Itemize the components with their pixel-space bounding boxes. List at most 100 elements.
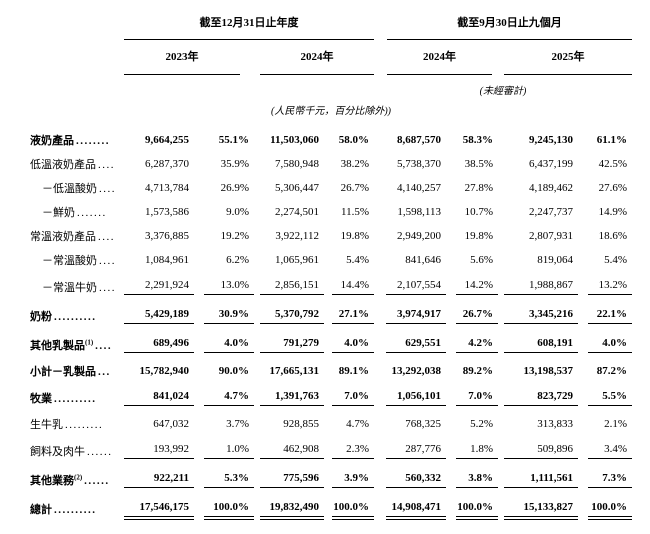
pct-cell: 100.0% xyxy=(578,494,632,523)
value-cell: 1,598,113 xyxy=(374,200,446,224)
row-label-text: 牧業 xyxy=(30,392,52,405)
pct-text: 100.0% xyxy=(456,501,498,520)
pct-text: 35.9% xyxy=(220,158,249,170)
pct-text: 3.8% xyxy=(456,472,498,488)
row-label: 小計－乳製品... xyxy=(30,359,120,383)
pct-text: 58.3% xyxy=(462,134,493,146)
pct-cell: 18.6% xyxy=(578,224,632,248)
pct-text: 2.1% xyxy=(604,418,627,430)
dot-leader: .... xyxy=(98,231,115,243)
row-label: －常溫酸奶.... xyxy=(30,248,120,272)
pct-text: 55.1% xyxy=(218,134,249,146)
pct-cell: 58.0% xyxy=(324,128,374,152)
value-cell: 3,376,885 xyxy=(120,224,194,248)
pct-cell: 26.7% xyxy=(324,176,374,200)
unit-note-row: (人民幣千元，百分比除外)) xyxy=(30,97,632,128)
pct-cell: 5.2% xyxy=(446,412,498,436)
pct-cell: 26.9% xyxy=(194,176,254,200)
row-label: 奶粉.......... xyxy=(30,301,120,330)
value-cell: 608,191 xyxy=(498,330,578,359)
pct-text: 5.6% xyxy=(470,254,493,266)
pct-cell: 87.2% xyxy=(578,359,632,383)
value-cell: 1,573,586 xyxy=(120,200,194,224)
value-text: 3,974,917 xyxy=(386,308,446,324)
table-row: 小計－乳製品... 15,782,940 90.0% 17,665,131 89.1% 1… xyxy=(30,359,632,383)
pct-text: 13.2% xyxy=(588,279,632,295)
value-cell: 560,332 xyxy=(374,465,446,494)
value-text: 689,496 xyxy=(124,337,194,353)
value-text: 13,292,038 xyxy=(391,365,442,377)
pct-text: 4.2% xyxy=(456,337,498,353)
value-text: 4,713,784 xyxy=(145,182,189,194)
value-cell: 647,032 xyxy=(120,412,194,436)
value-text: 2,856,151 xyxy=(260,279,324,295)
table-row: 低溫液奶產品.... 6,287,370 35.9% 7,580,948 38.2% 5,… xyxy=(30,152,632,176)
value-cell: 5,429,189 xyxy=(120,301,194,330)
pct-text: 3.4% xyxy=(588,443,632,459)
dot-leader: ... xyxy=(98,366,111,378)
pct-text: 19.2% xyxy=(220,230,249,242)
pct-text: 38.5% xyxy=(464,158,493,170)
row-label: 飼料及肉牛...... xyxy=(30,436,120,465)
dot-leader: .......... xyxy=(54,503,97,516)
table-row: 牧業.......... 841,024 4.7% 1,391,763 7.0% 1,05… xyxy=(30,383,632,412)
value-cell: 14,908,471 xyxy=(374,494,446,523)
value-cell: 313,833 xyxy=(498,412,578,436)
value-text: 287,776 xyxy=(386,443,446,459)
pct-text: 4.0% xyxy=(332,337,374,353)
col-header-fy2024: 2024年 xyxy=(254,40,374,75)
value-cell: 3,345,216 xyxy=(498,301,578,330)
row-label-text: －常溫牛奶 xyxy=(42,281,97,294)
pct-text: 7.3% xyxy=(588,472,632,488)
value-text: 823,729 xyxy=(504,390,578,406)
pct-cell: 26.7% xyxy=(446,301,498,330)
pct-text: 5.5% xyxy=(588,390,632,406)
table-row: 奶粉.......... 5,429,189 30.9% 5,370,792 27.1%… xyxy=(30,301,632,330)
pct-text: 100.0% xyxy=(332,501,374,520)
row-label-text: 總計 xyxy=(30,503,52,516)
value-text: 928,855 xyxy=(283,418,319,430)
pct-text: 90.0% xyxy=(218,365,249,377)
dot-leader: ......... xyxy=(65,419,104,431)
pct-text: 19.8% xyxy=(464,230,493,242)
pct-cell: 7.0% xyxy=(324,383,374,412)
dot-leader: .... xyxy=(99,281,116,294)
table-row: 生牛乳......... 647,032 3.7% 928,855 4.7% 768,32… xyxy=(30,412,632,436)
pct-cell: 2.3% xyxy=(324,436,374,465)
value-cell: 19,832,490 xyxy=(254,494,324,523)
period-header-row: 截至12月31日止年度 截至9月30日止九個月 xyxy=(30,12,632,40)
header-spacer xyxy=(30,75,374,97)
pct-text: 89.1% xyxy=(338,365,369,377)
value-text: 5,306,447 xyxy=(275,182,319,194)
row-label-text: －鮮奶 xyxy=(42,207,75,219)
pct-cell: 4.0% xyxy=(578,330,632,359)
value-text: 11,503,060 xyxy=(270,134,319,146)
pct-cell: 14.4% xyxy=(324,272,374,301)
value-cell: 4,189,462 xyxy=(498,176,578,200)
value-text: 2,949,200 xyxy=(397,230,441,242)
row-label-text: 低溫液奶產品 xyxy=(30,159,96,171)
pct-cell: 4.0% xyxy=(324,330,374,359)
value-text: 819,064 xyxy=(537,254,573,266)
value-text: 1,065,961 xyxy=(275,254,319,266)
table-row: －鮮奶....... 1,573,586 9.0% 2,274,501 11.5% 1,5… xyxy=(30,200,632,224)
value-cell: 775,596 xyxy=(254,465,324,494)
pct-text: 3.9% xyxy=(332,472,374,488)
pct-text: 14.4% xyxy=(332,279,374,295)
revenue-breakdown-table: 截至12月31日止年度 截至9月30日止九個月 2023年 2024年 2024… xyxy=(30,12,632,523)
value-cell: 2,274,501 xyxy=(254,200,324,224)
table-row: 總計.......... 17,546,175 100.0% 19,832,490 10… xyxy=(30,494,632,523)
value-text: 313,833 xyxy=(537,418,573,430)
col-header-annual-period: 截至12月31日止年度 xyxy=(120,12,374,40)
value-cell: 2,949,200 xyxy=(374,224,446,248)
pct-text: 42.5% xyxy=(598,158,627,170)
pct-text: 27.6% xyxy=(598,182,627,194)
dot-leader: ...... xyxy=(87,445,113,458)
value-text: 841,646 xyxy=(405,254,441,266)
table-row: －常溫牛奶.... 2,291,924 13.0% 2,856,151 14.4% 2,1… xyxy=(30,272,632,301)
pct-text: 100.0% xyxy=(588,501,632,520)
pct-text: 5.3% xyxy=(204,472,254,488)
value-text: 509,896 xyxy=(504,443,578,459)
pct-text: 7.0% xyxy=(332,390,374,406)
value-cell: 15,782,940 xyxy=(120,359,194,383)
